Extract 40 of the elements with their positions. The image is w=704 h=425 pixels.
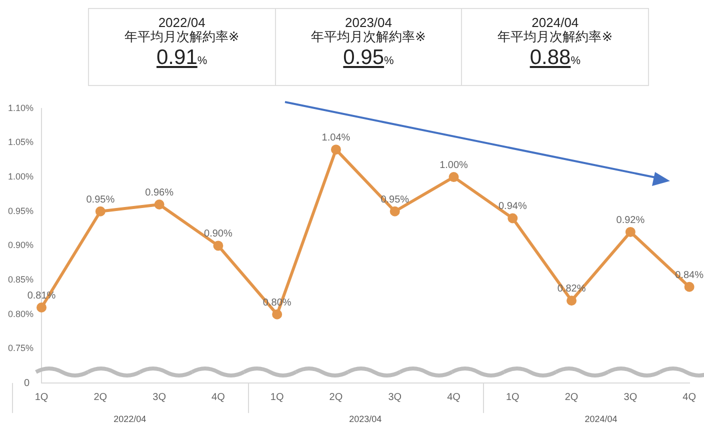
data-label: 0.88% — [530, 46, 580, 69]
x-tick-label: 3Q — [152, 392, 166, 403]
text: 2022/04 — [114, 414, 146, 424]
x-tick-label: 4Q — [682, 392, 696, 403]
y-tick-label: 0.85% — [8, 274, 34, 285]
text: 0 — [24, 378, 30, 389]
y-tick-label: 1.05% — [8, 137, 34, 148]
data-label: 1.04% — [322, 132, 350, 144]
text: 2023/04 — [349, 414, 382, 424]
text: 年平均月次解約率※ — [311, 30, 426, 45]
y-tick-label: 1.00% — [8, 172, 34, 182]
y-tick-label: 1.10% — [8, 102, 34, 113]
data-label: 0.90% — [204, 228, 232, 240]
x-tick-label: 3Q — [388, 392, 402, 403]
data-label: 1.00% — [440, 160, 468, 172]
x-tick-label: 1Q — [34, 392, 48, 403]
data-label: 0.94% — [498, 201, 527, 212]
x-tick-label: 2Q — [564, 392, 578, 403]
y-tick-label: 0.95% — [8, 206, 34, 216]
data-label: 0.96% — [145, 188, 174, 199]
data-label: 0.91% — [156, 46, 208, 69]
data-label: 0.92% — [616, 214, 645, 226]
category-label: 2023/04 — [344, 15, 393, 30]
text: 年平均月次解約率※ — [498, 30, 613, 45]
y-tick-label: 0.80% — [8, 308, 34, 319]
y-tick-label: 0.75% — [8, 343, 34, 354]
x-tick-label: 4Q — [212, 392, 226, 403]
category-label: 2024/04 — [530, 15, 580, 30]
x-tick-label: 4Q — [447, 392, 461, 403]
text: 2024/04 — [584, 414, 618, 424]
x-tick-label: 3Q — [624, 392, 638, 403]
x-tick-label: 2Q — [329, 392, 343, 403]
category-label: 2022/04 — [157, 15, 206, 30]
x-tick-label: 1Q — [506, 392, 520, 403]
x-tick-label: 2Q — [94, 392, 108, 403]
text: 年平均月次解約率※ — [123, 30, 240, 46]
data-label: 0.95% — [343, 46, 394, 69]
data-label: 0.95% — [86, 194, 115, 206]
y-tick-label: 0.90% — [8, 240, 34, 250]
x-tick-label: 1Q — [270, 392, 284, 403]
